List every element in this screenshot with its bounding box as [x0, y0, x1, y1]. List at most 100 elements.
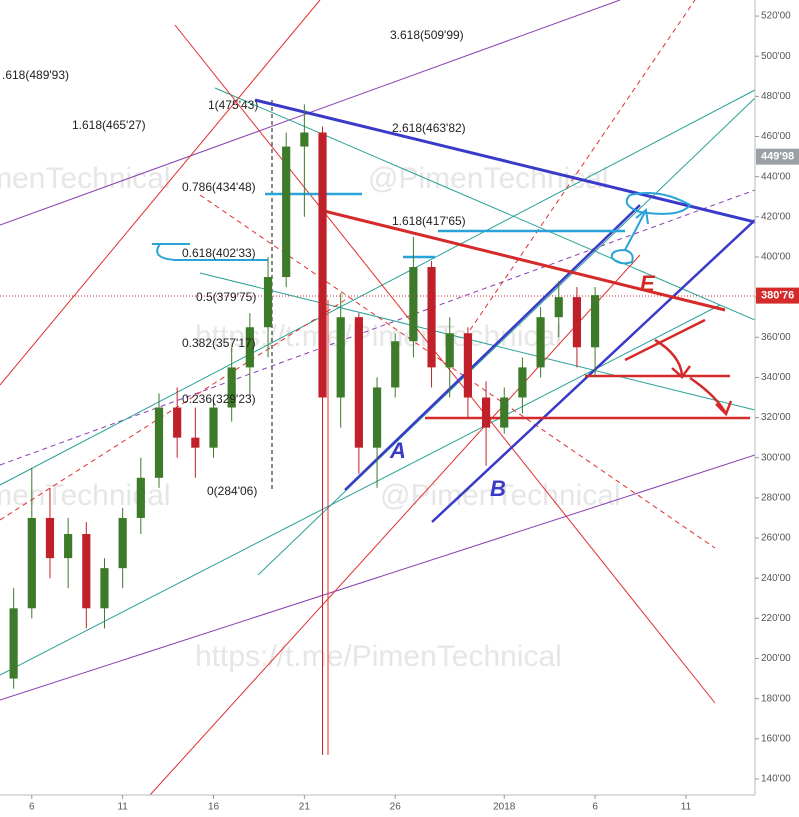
- candle-body: [118, 517, 127, 569]
- y-tick-label: 180'00: [761, 693, 791, 704]
- fib-label: 1.618(465'27): [72, 118, 146, 132]
- y-tick-label: 460'00: [761, 131, 791, 142]
- candle-body: [372, 387, 382, 448]
- y-tick-label: 400'00: [761, 252, 791, 263]
- candle-body: [245, 327, 254, 368]
- fib-label: 1.618(417'65): [392, 214, 466, 228]
- candle-body: [536, 317, 545, 368]
- x-tick-label: 11: [681, 802, 692, 813]
- trend-line: [0, 189, 755, 466]
- channel-line: [431, 219, 755, 523]
- y-tick-label: 340'00: [761, 372, 791, 383]
- annotation: E: [640, 271, 656, 296]
- fib-label: 3.618(509'99): [390, 28, 464, 42]
- x-tick-label: 2018: [493, 802, 516, 813]
- fib-label: 0(284'06): [207, 484, 257, 498]
- candle-body: [64, 534, 73, 559]
- trend-line: [174, 24, 716, 704]
- candle-body: [463, 333, 472, 398]
- trend-line: [199, 272, 755, 411]
- candle-body: [427, 267, 436, 368]
- y-tick-label: 440'00: [761, 171, 791, 182]
- fib-label: 0.618(402'33): [182, 246, 256, 260]
- y-tick-label: 280'00: [761, 493, 791, 504]
- x-tick-label: 11: [117, 802, 128, 813]
- y-tick-label: 200'00: [761, 653, 791, 664]
- candle-body: [173, 407, 182, 438]
- candle-body: [136, 477, 145, 518]
- fib-label: 2.618(463'82): [392, 121, 466, 135]
- price-tag: [756, 287, 799, 304]
- fib-label: 1(475'43): [208, 98, 258, 112]
- candle-body: [500, 397, 509, 428]
- price-tag-label: 380'76: [761, 290, 794, 302]
- fib-label: 0.5(379'75): [196, 290, 256, 304]
- trend-line: [149, 254, 641, 795]
- candle-body: [45, 517, 55, 559]
- watermark: https://t.me/PimenTechnical: [195, 640, 562, 673]
- y-tick-label: 240'00: [761, 573, 791, 584]
- candle-body: [209, 407, 218, 448]
- arrow: [654, 338, 733, 417]
- trend-line: [0, 89, 755, 486]
- y-tick-label: 300'00: [761, 452, 791, 463]
- y-tick-label: 140'00: [761, 774, 791, 785]
- trend-line: [0, 454, 755, 701]
- y-tick-label: 480'00: [761, 91, 791, 102]
- target-shape: [625, 192, 692, 215]
- fib-label: .618(489'93): [2, 68, 69, 82]
- channel-line: [254, 98, 755, 224]
- candle-body: [409, 267, 418, 342]
- arrow: [624, 318, 706, 362]
- watermark: @PimenTechnical: [0, 162, 171, 195]
- trend-line: [0, 0, 321, 386]
- target-arrow: [610, 208, 649, 265]
- fib-label: 0.382(357'17): [182, 336, 256, 350]
- annotation: A: [389, 438, 406, 463]
- fib-labels: 1(475'43) 0.786(434'48) 0.618(402'33) 0.…: [2, 28, 656, 501]
- candle-body: [354, 317, 363, 448]
- candle-body: [445, 333, 454, 368]
- candle-body: [9, 608, 18, 679]
- y-tick-label: 160'00: [761, 733, 791, 744]
- resistance-line: [319, 208, 726, 312]
- candle-body: [282, 146, 291, 278]
- y-tick-label: 220'00: [761, 613, 791, 624]
- candle-body: [591, 295, 600, 348]
- candle-body: [391, 341, 400, 388]
- candle-body: [300, 132, 309, 147]
- drawings: [0, 0, 755, 795]
- y-tick-label: 260'00: [761, 533, 791, 544]
- trend-line: [469, 0, 696, 331]
- watermark: @PimenTechnical: [380, 479, 621, 512]
- candle-body: [336, 317, 345, 398]
- candle-body: [82, 534, 91, 609]
- watermark: @PimenTechnical: [368, 162, 609, 195]
- watermark: @PimenTechnical: [0, 479, 171, 512]
- y-tick-label: 520'00: [761, 11, 791, 22]
- marker-shape: [152, 243, 268, 261]
- y-tick-label: 420'00: [761, 211, 791, 222]
- candle-body: [263, 277, 273, 328]
- candle-body: [518, 367, 527, 398]
- channel-line: [344, 204, 641, 491]
- trend-line: [214, 87, 755, 321]
- x-tick-label: 6: [592, 802, 598, 813]
- trend-line: [257, 97, 755, 576]
- y-tick-label: 320'00: [761, 412, 791, 423]
- x-tick-label: 16: [208, 802, 220, 813]
- candle-body: [191, 437, 200, 448]
- candle-body: [572, 297, 582, 348]
- x-tick-label: 6: [29, 802, 35, 813]
- candles: [9, 104, 600, 755]
- axes: 140'00 160'00 180'00 200'00 220'00 240'00 260'…: [29, 11, 799, 813]
- candle-body: [481, 397, 491, 428]
- candle-body: [27, 517, 36, 609]
- candle-body: [318, 132, 327, 398]
- fib-label: 0.236(329'23): [182, 392, 256, 406]
- candle-body: [100, 568, 109, 609]
- fib-label: 0.786(434'48): [182, 180, 256, 194]
- trend-line: [0, 304, 721, 676]
- y-tick-label: 500'00: [761, 51, 791, 62]
